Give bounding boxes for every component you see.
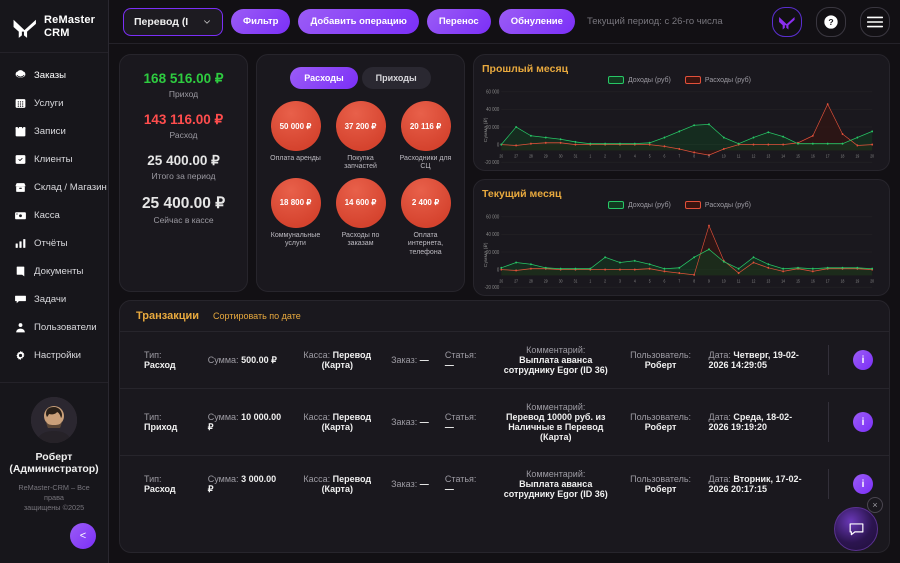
svg-text:26: 26 — [499, 279, 503, 283]
svg-text:8: 8 — [693, 154, 695, 158]
svg-text:10: 10 — [722, 279, 726, 283]
svg-text:8: 8 — [693, 279, 695, 283]
svg-text:60 000: 60 000 — [486, 214, 500, 221]
svg-text:Сумма (₽): Сумма (₽) — [483, 242, 488, 267]
svg-text:12: 12 — [752, 279, 756, 283]
svg-text:-20 000: -20 000 — [485, 285, 500, 292]
svg-text:14: 14 — [781, 279, 785, 283]
svg-text:31: 31 — [574, 279, 578, 283]
svg-text:5: 5 — [649, 279, 651, 283]
svg-text:29: 29 — [544, 279, 548, 283]
svg-text:4: 4 — [634, 154, 636, 158]
svg-text:1: 1 — [589, 154, 591, 158]
svg-text:7: 7 — [678, 279, 680, 283]
svg-text:40 000: 40 000 — [486, 107, 500, 114]
svg-text:27: 27 — [514, 154, 518, 158]
svg-text:14: 14 — [781, 154, 785, 158]
svg-text:60 000: 60 000 — [486, 89, 500, 96]
svg-text:0: 0 — [497, 267, 500, 274]
svg-text:3: 3 — [619, 154, 621, 158]
svg-text:18: 18 — [841, 279, 845, 283]
svg-text:13: 13 — [766, 154, 770, 158]
svg-text:2: 2 — [604, 279, 606, 283]
svg-text:30: 30 — [559, 279, 563, 283]
svg-text:16: 16 — [811, 279, 815, 283]
svg-text:2: 2 — [604, 154, 606, 158]
svg-text:3: 3 — [619, 279, 621, 283]
svg-text:28: 28 — [529, 279, 533, 283]
svg-text:?: ? — [828, 17, 833, 27]
svg-text:15: 15 — [796, 154, 800, 158]
svg-text:0: 0 — [497, 142, 500, 149]
svg-text:27: 27 — [514, 279, 518, 283]
svg-text:26: 26 — [499, 154, 503, 158]
svg-text:16: 16 — [811, 154, 815, 158]
svg-text:29: 29 — [544, 154, 548, 158]
svg-text:17: 17 — [826, 154, 830, 158]
svg-text:20: 20 — [870, 154, 874, 158]
svg-text:12: 12 — [752, 154, 756, 158]
svg-text:4: 4 — [634, 279, 636, 283]
svg-text:-20 000: -20 000 — [485, 160, 500, 167]
svg-text:20: 20 — [870, 279, 874, 283]
svg-text:11: 11 — [737, 154, 741, 158]
svg-text:6: 6 — [664, 279, 666, 283]
svg-text:5: 5 — [649, 154, 651, 158]
svg-text:9: 9 — [708, 279, 710, 283]
svg-text:18: 18 — [841, 154, 845, 158]
svg-text:28: 28 — [529, 154, 533, 158]
svg-text:6: 6 — [664, 154, 666, 158]
svg-text:Сумма (₽): Сумма (₽) — [483, 117, 488, 142]
svg-text:30: 30 — [559, 154, 563, 158]
svg-text:17: 17 — [826, 279, 830, 283]
svg-text:40 000: 40 000 — [486, 232, 500, 239]
svg-text:10: 10 — [722, 154, 726, 158]
svg-text:1: 1 — [589, 279, 591, 283]
svg-text:13: 13 — [766, 279, 770, 283]
svg-text:7: 7 — [678, 154, 680, 158]
svg-text:11: 11 — [737, 279, 741, 283]
svg-text:15: 15 — [796, 279, 800, 283]
svg-text:31: 31 — [574, 154, 578, 158]
svg-text:9: 9 — [708, 154, 710, 158]
svg-text:19: 19 — [855, 279, 859, 283]
svg-text:19: 19 — [855, 154, 859, 158]
